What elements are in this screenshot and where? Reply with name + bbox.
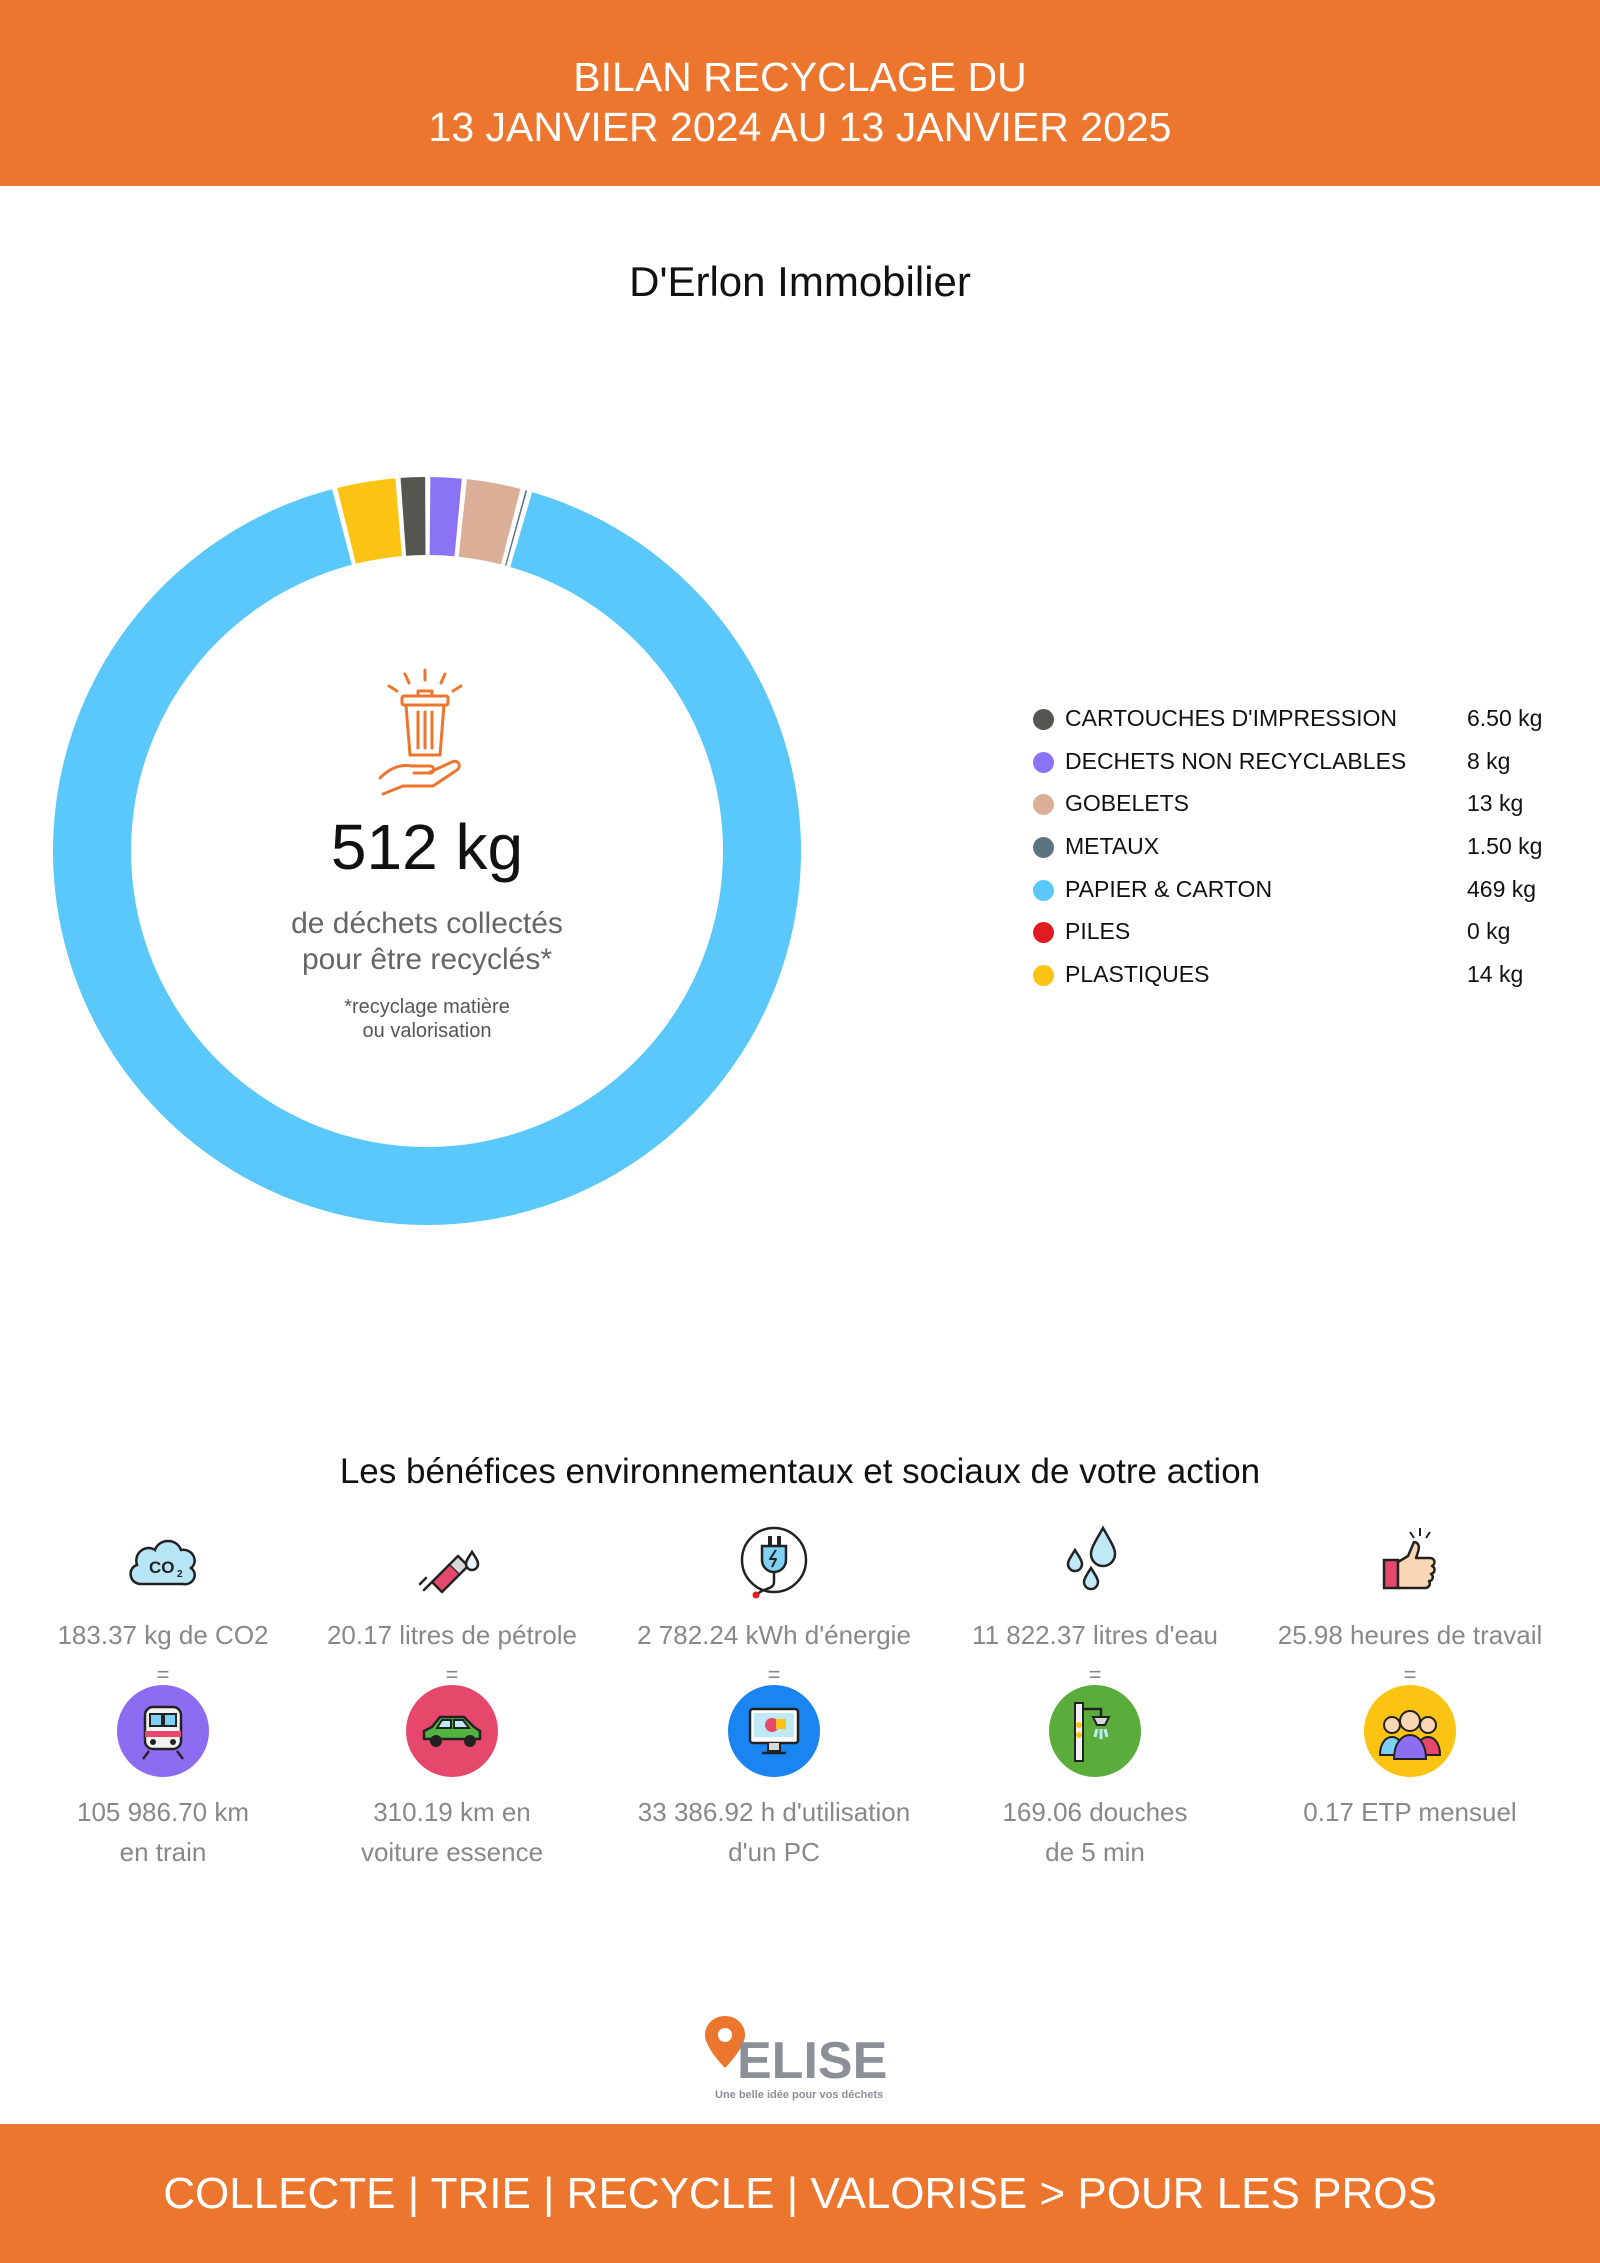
benefit-petrole-equals: = [445, 1662, 459, 1687]
benefit-travail-equivalent-line1: 0.17 ETP mensuel [1303, 1797, 1517, 1827]
electric-plug-icon [740, 1526, 808, 1599]
legend-value: 8 kg [1467, 747, 1511, 774]
total-weight: 512 kg [330, 811, 524, 883]
legend-item: METAUX 1.50 kg [1033, 825, 1593, 868]
benefit-eau-equivalent-line1: 169.06 douches [1002, 1797, 1188, 1827]
benefit-eau-amount: 11 822.37 litres d'eau [972, 1620, 1218, 1650]
recycling-note-line2: ou valorisation [362, 1020, 492, 1042]
recycling-note-line1: *recyclage matière [344, 996, 510, 1018]
legend-value: 6.50 kg [1467, 705, 1543, 731]
legend-label: GOBELETS [1065, 790, 1189, 817]
benefit-petrole-amount: 20.17 litres de pétrole [326, 1620, 578, 1650]
trash-hand-icon [378, 668, 463, 796]
donut-slice-gobelets [458, 479, 521, 565]
benefits-title: Les bénéfices environnementaux et sociau… [339, 1452, 1261, 1491]
legend-label: PLASTIQUES [1065, 961, 1210, 988]
header-title: BILAN RECYCLAGE DU [573, 54, 1027, 100]
benefit-petrole-equivalent-line2: voiture essence [360, 1837, 544, 1867]
benefit-co2-equiv-circle [117, 1685, 209, 1777]
report-header: BILAN RECYCLAGE DU 13 JANVIER 2024 AU 13… [0, 0, 1600, 186]
logo-wordmark: ELISE [737, 2032, 887, 2090]
legend-swatch [1033, 751, 1054, 773]
benefit-co2-equivalent: 105 986.70 km en train [0, 1792, 343, 1872]
shower-icon [1074, 1702, 1111, 1762]
benefit-travail-equivalent: 0.17 ETP mensuel [1230, 1792, 1590, 1832]
legend-item: PAPIER & CARTON 469 kg [1033, 868, 1593, 911]
computer-icon [748, 1707, 800, 1755]
thumbs-up-icon [1382, 1528, 1436, 1590]
legend-label: PILES [1065, 918, 1131, 945]
donut-slice-cartouches-d-impression [400, 477, 426, 556]
legend-swatch [1033, 837, 1054, 859]
recycling-note: *recyclage matière ou valorisation [53, 995, 801, 1043]
elise-logo: ELISE Une belle idée pour vos déchets [705, 2016, 887, 2101]
chart-legend: CARTOUCHES D'IMPRESSION 6.50 kg DECHETS NO… [1033, 697, 1593, 996]
footer-banner: COLLECTE | TRIE | RECYCLE | VALORISE > P… [0, 2124, 1600, 2263]
legend-label: CARTOUCHES D'IMPRESSION [1065, 705, 1397, 731]
benefit-energie-amount: 2 782.24 kWh d'énergie [637, 1620, 911, 1650]
legend-item: PILES 0 kg [1033, 910, 1593, 953]
total-description: de déchets collectés pour être recyclés* [53, 906, 801, 978]
train-icon [142, 1705, 184, 1760]
header-period: 13 JANVIER 2024 AU 13 JANVIER 2025 [428, 104, 1172, 150]
logo-tagline: Une belle idée pour vos déchets [715, 2089, 883, 2101]
benefit-travail-equals: = [1403, 1662, 1417, 1687]
company-name: D'Erlon Immobilier [629, 258, 971, 305]
benefit-eau-equiv-circle [1049, 1685, 1141, 1777]
water-drops-icon [1066, 1525, 1117, 1591]
benefit-eau-equals: = [1088, 1662, 1102, 1687]
fuel-pump-icon [418, 1549, 480, 1594]
donut-chart [53, 477, 801, 1225]
legend-swatch [1033, 965, 1054, 987]
legend-label: METAUX [1065, 833, 1160, 860]
benefit-energie-equivalent-line2: d'un PC [728, 1837, 820, 1867]
legend-swatch [1033, 709, 1054, 730]
legend-swatch [1033, 879, 1054, 901]
legend-value: 469 kg [1467, 875, 1537, 902]
legend-swatch [1033, 794, 1054, 816]
co2-cloud-icon: CO 2 [129, 1539, 196, 1586]
benefit-energie-equivalent: 33 386.92 h d'utilisation d'un PC [594, 1792, 954, 1872]
team-icon [1378, 1710, 1442, 1760]
benefit-co2-amount: 183.37 kg de CO2 [57, 1620, 269, 1650]
benefit-co2-equals: = [156, 1662, 170, 1687]
legend-value: 14 kg [1467, 961, 1524, 988]
benefit-travail-amount: 25.98 heures de travail [1277, 1620, 1543, 1650]
legend-label: DECHETS NON RECYCLABLES [1065, 747, 1407, 774]
svg-text:2: 2 [177, 1569, 183, 1580]
total-description-line2: pour être recyclés* [301, 943, 553, 976]
donut-slice-plastiques [337, 478, 402, 564]
legend-item: GOBELETS 13 kg [1033, 782, 1593, 825]
legend-label: PAPIER & CARTON [1065, 875, 1273, 902]
benefit-energie-equals: = [767, 1662, 781, 1687]
benefit-petrole-equivalent: 310.19 km en voiture essence [272, 1792, 632, 1872]
legend-value: 1.50 kg [1467, 833, 1543, 860]
benefit-petrole-equivalent-line1: 310.19 km en [373, 1797, 531, 1827]
legend-value: 0 kg [1467, 918, 1511, 945]
benefit-petrole-equiv-circle [406, 1685, 498, 1777]
donut-slice-metaux [505, 490, 528, 566]
benefit-eau-equivalent-line2: de 5 min [1045, 1837, 1145, 1867]
legend-swatch [1033, 922, 1054, 944]
donut-slice-dechets-non-recyclables [429, 477, 462, 557]
legend-item: CARTOUCHES D'IMPRESSION 6.50 kg [1033, 697, 1593, 740]
legend-item: DECHETS NON RECYCLABLES 8 kg [1033, 740, 1593, 783]
legend-value: 13 kg [1467, 790, 1524, 817]
total-description-line1: de déchets collectés [291, 907, 563, 940]
benefit-eau-equivalent: 169.06 douches de 5 min [915, 1792, 1275, 1872]
benefit-co2-equivalent-line1: 105 986.70 km [76, 1797, 249, 1827]
benefit-travail-equiv-circle [1364, 1685, 1456, 1777]
benefit-energie-equiv-circle [728, 1685, 820, 1777]
svg-text:CO: CO [149, 1558, 175, 1577]
donut-chart-svg [53, 477, 801, 1225]
benefit-energie-equivalent-line1: 33 386.92 h d'utilisation [637, 1797, 911, 1827]
legend-item: PLASTIQUES 14 kg [1033, 953, 1593, 996]
car-icon [422, 1715, 482, 1747]
benefit-co2-equivalent-line2: en train [119, 1837, 207, 1867]
